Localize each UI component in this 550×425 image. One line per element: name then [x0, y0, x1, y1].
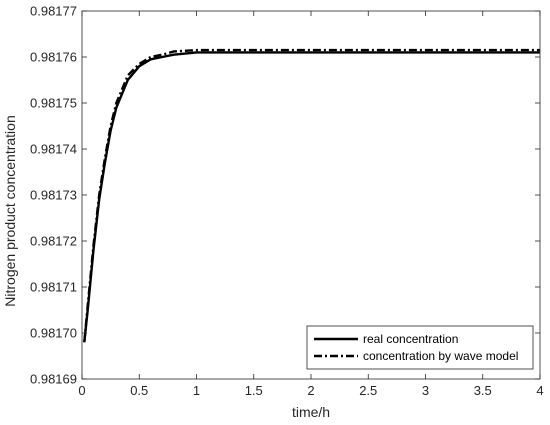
y-tick-label: 0.98174 — [30, 142, 77, 157]
x-axis-title: time/h — [292, 404, 330, 420]
axes: 0 0.5 1 1.5 2 2.5 3 3.5 4 0.98169 0.98170 0.98171 0.… — [30, 4, 544, 399]
y-tick-label: 0.98177 — [30, 4, 77, 19]
x-tick-label: 1 — [193, 383, 200, 398]
x-tick-label: 2.5 — [359, 383, 377, 398]
y-axis-title: Nitrogen product concentration — [2, 115, 18, 306]
series-line-wave-model — [83, 48, 540, 343]
plot-area — [83, 48, 540, 343]
legend-box — [306, 325, 534, 370]
axes-box — [81, 10, 541, 380]
y-tick-label: 0.98169 — [30, 372, 77, 387]
x-tick-label: 0 — [78, 383, 85, 398]
x-tick-label: 4 — [536, 383, 543, 398]
y-tick-label: 0.98175 — [30, 96, 77, 111]
x-tick-label: 0.5 — [130, 383, 148, 398]
legend-label-wave-model: concentration by wave model — [363, 349, 518, 363]
legend-label-real-concentration: real concentration — [363, 332, 458, 346]
y-tick-label: 0.98173 — [30, 188, 77, 203]
x-tick-label: 1.5 — [245, 383, 263, 398]
y-tick-label: 0.98170 — [30, 326, 77, 341]
series-line-real-concentration — [83, 51, 540, 343]
x-tick-label: 2 — [307, 383, 314, 398]
y-tick-label: 0.98176 — [30, 50, 77, 65]
legend: real concentration concentration by wave… — [306, 325, 534, 370]
y-tick-label: 0.98172 — [30, 234, 77, 249]
x-tick-label: 3 — [422, 383, 429, 398]
x-tick-label: 3.5 — [474, 383, 492, 398]
y-tick-label: 0.98171 — [30, 280, 77, 295]
